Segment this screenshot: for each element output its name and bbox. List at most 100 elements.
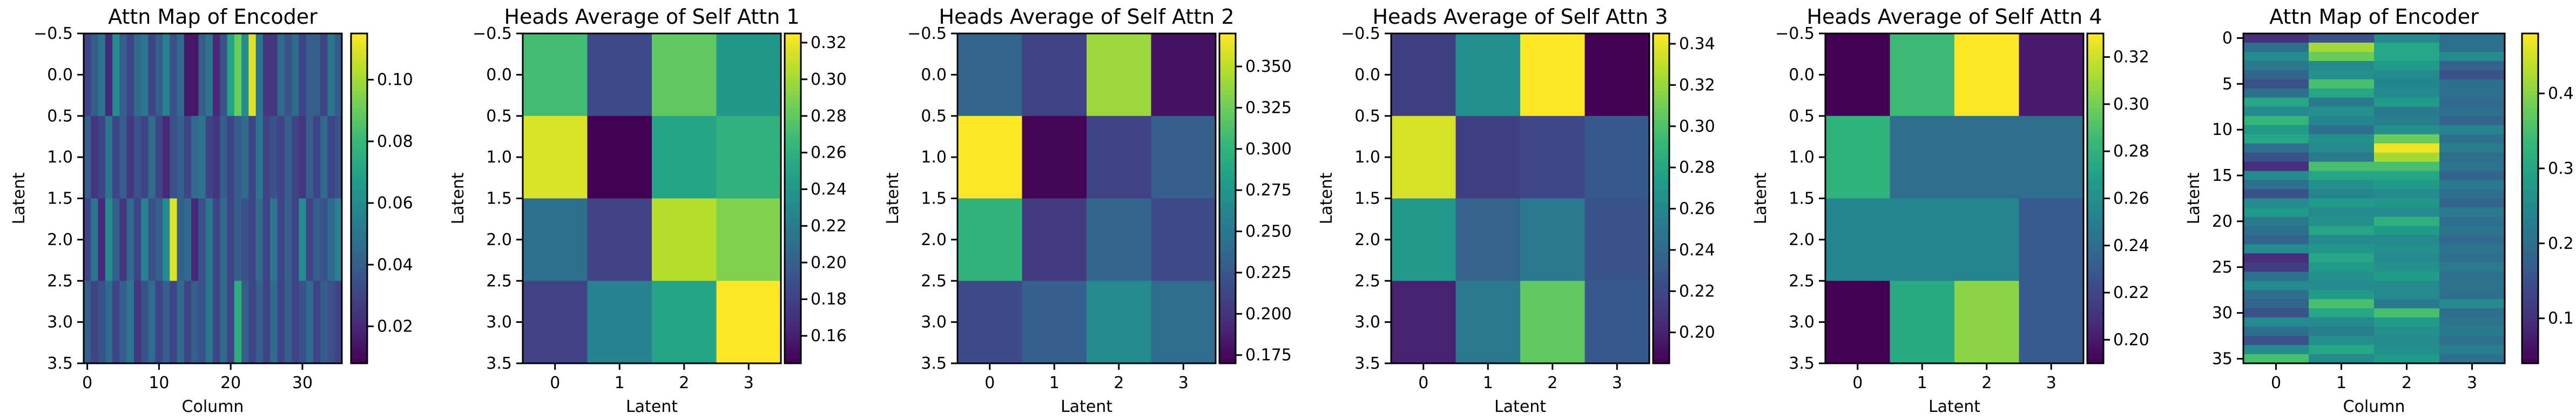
colorbar-strip — [785, 347, 801, 351]
colorbar-strip — [1219, 252, 1236, 257]
colorbar-strip — [351, 338, 367, 343]
y-tick-label: 0.0 — [1789, 65, 1815, 84]
colorbar-strip — [1219, 157, 1236, 162]
heatmap-cell — [262, 281, 271, 364]
colorbar-strip — [2522, 322, 2538, 327]
heatmap-cell — [320, 116, 328, 199]
colorbar-strip — [2522, 342, 2538, 348]
colorbar-strip — [785, 338, 801, 343]
heatmap-cell — [2243, 216, 2309, 227]
y-tick-label: 3.5 — [47, 354, 73, 373]
heatmap-cell — [105, 198, 113, 281]
x-tick-label: 2 — [1114, 374, 1124, 392]
heatmap-cells — [1825, 33, 2084, 364]
heatmap-cell — [2439, 70, 2505, 80]
colorbar-strip — [1653, 322, 1669, 327]
heatmap-cell — [334, 281, 342, 364]
heatmap-cell — [1151, 281, 1216, 364]
y-tick-label: −0.5 — [907, 24, 947, 43]
heatmap-cell — [220, 281, 228, 364]
colorbar-strip — [351, 45, 367, 51]
heatmap-cell — [1455, 198, 1521, 281]
heatmap-cell — [2243, 327, 2309, 336]
colorbar: 0.20 0.22 0.24 0.26 0.28 0.30 0.32 — [2086, 32, 2149, 364]
colorbar-strip — [2087, 136, 2103, 141]
heatmap-cell — [220, 33, 228, 117]
colorbar-strip — [2522, 74, 2538, 79]
colorbar-strip — [2522, 206, 2538, 212]
heatmap-cell — [2243, 244, 2309, 254]
colorbar-strip — [2522, 223, 2538, 228]
heatmap-cell — [170, 281, 178, 364]
heatmap-cell — [2374, 262, 2440, 272]
y-tick-label: 0.0 — [1354, 65, 1380, 84]
heatmap-cell — [2439, 327, 2505, 336]
colorbar-strip — [1219, 281, 1236, 286]
heatmap-cell — [2374, 88, 2440, 98]
colorbar-strip — [1653, 227, 1669, 232]
heatmap-cell — [1825, 116, 1891, 199]
colorbar-strip — [351, 211, 367, 215]
colorbar-strip — [1219, 58, 1236, 63]
colorbar-strip — [1219, 301, 1236, 306]
heatmap-cell — [2439, 106, 2505, 117]
colorbar-strip — [2087, 161, 2103, 166]
colorbar-strip — [351, 107, 367, 112]
heatmap-cell — [2019, 281, 2084, 364]
colorbar-strip — [351, 268, 367, 273]
colorbar-strip — [2522, 186, 2538, 191]
colorbar-strip — [1219, 66, 1236, 71]
heatmap-cell — [2309, 216, 2375, 227]
colorbar-strip — [1653, 37, 1669, 42]
colorbar-strip — [351, 215, 367, 220]
heatmap-cell — [248, 281, 257, 364]
x-axis-label: Column — [182, 397, 244, 416]
colorbar-strip — [1219, 103, 1236, 109]
colorbar-strip — [1653, 198, 1669, 203]
colorbar-strip — [1653, 317, 1669, 323]
colorbar-tick-label: 0.4 — [2548, 84, 2574, 103]
colorbar-strip — [351, 252, 367, 257]
colorbar-strip — [1219, 215, 1236, 220]
colorbar-strip — [785, 153, 801, 158]
colorbar-tick-label: 0.22 — [811, 216, 847, 235]
heatmap-cell — [2243, 299, 2309, 309]
colorbar-strip — [785, 54, 801, 59]
heatmap-cell — [2439, 116, 2505, 126]
heatmap-cell — [2374, 299, 2440, 309]
y-tick-label: 1.5 — [47, 189, 73, 208]
colorbar-tick-label: 0.1 — [2548, 309, 2574, 328]
colorbar-strip — [1653, 202, 1669, 207]
colorbar-tick-label: 0.24 — [1679, 241, 1715, 260]
y-tick-label: 30 — [2212, 304, 2233, 323]
colorbar-strip — [351, 206, 367, 212]
colorbar-strip — [1653, 79, 1669, 84]
heatmap-panel-4: Heads Average of Self Attn 3 0 1 2 3 −0.5 0.0 0… — [1317, 5, 1715, 416]
heatmap-cell — [2243, 336, 2309, 346]
colorbar-strip — [351, 272, 367, 277]
colorbar-strip — [2522, 194, 2538, 199]
heatmap-cell — [177, 281, 185, 364]
colorbar-strip — [1653, 95, 1669, 100]
heatmap-cell — [2309, 207, 2375, 218]
heatmap-cell — [191, 281, 199, 364]
colorbar-strip — [2087, 289, 2103, 294]
heatmap-cell — [2243, 180, 2309, 190]
colorbar-strip — [351, 231, 367, 236]
heatmap-cell — [119, 198, 127, 281]
colorbar-strip — [1653, 194, 1669, 199]
colorbar-strip — [2522, 297, 2538, 302]
heatmap-cell — [587, 281, 652, 364]
heatmap-cell — [284, 198, 292, 281]
heatmap-cell — [198, 33, 206, 117]
x-axis-label: Latent — [1928, 397, 1980, 416]
y-tick-label: 3.0 — [1789, 313, 1815, 332]
heatmap-cell — [299, 281, 307, 364]
colorbar-strip — [2087, 33, 2103, 38]
colorbar-strip — [2087, 103, 2103, 109]
colorbar-strip — [1219, 194, 1236, 199]
colorbar-strip — [1219, 74, 1236, 79]
heatmap-cell — [184, 198, 192, 281]
heatmap-cell — [2374, 226, 2440, 235]
heatmap-cell — [2439, 171, 2505, 181]
